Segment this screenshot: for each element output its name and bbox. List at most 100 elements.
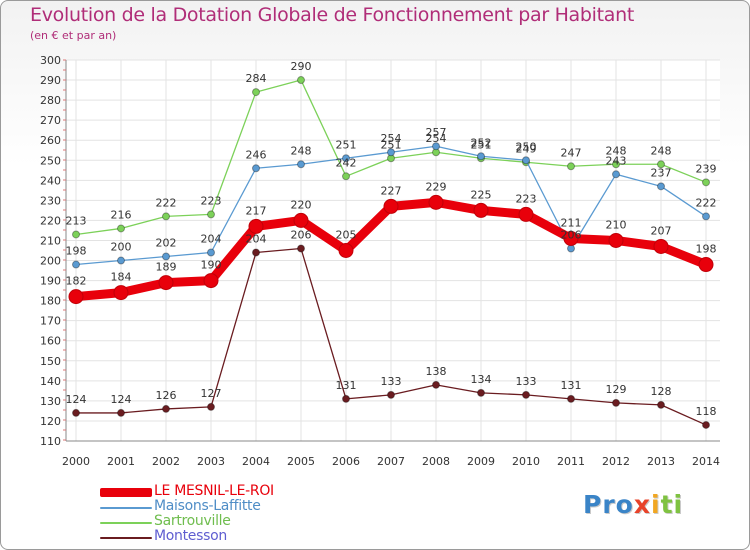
data-point (338, 243, 354, 258)
data-label: 131 (561, 379, 582, 392)
data-label: 216 (111, 208, 132, 221)
data-label: 126 (156, 389, 177, 402)
data-label: 225 (471, 188, 492, 201)
x-tick-label: 2011 (557, 455, 585, 468)
logo-letter: o (615, 490, 634, 519)
data-point (293, 212, 309, 228)
y-tick-label: 180 (40, 295, 61, 308)
data-label: 133 (381, 375, 402, 388)
legend-label: Montesson (154, 528, 227, 544)
data-point (612, 170, 620, 179)
data-label: 204 (246, 233, 267, 246)
y-tick-label: 260 (40, 134, 61, 147)
y-tick-label: 170 (40, 315, 61, 328)
data-label: 198 (66, 245, 87, 258)
y-tick-label: 270 (40, 114, 61, 127)
data-label: 250 (516, 140, 537, 153)
data-point (162, 252, 170, 261)
data-point (477, 388, 485, 397)
data-label: 248 (606, 144, 627, 157)
logo-letter: t (660, 490, 674, 519)
data-label: 220 (291, 198, 312, 211)
data-point (567, 244, 575, 253)
data-label: 206 (291, 228, 312, 241)
x-tick-label: 2004 (242, 455, 270, 468)
data-label: 190 (201, 259, 222, 272)
data-point (653, 238, 669, 254)
x-tick-label: 2007 (377, 455, 405, 468)
data-point (117, 256, 125, 265)
legend-swatch (100, 522, 152, 524)
logo-letter: x (633, 490, 651, 519)
proxiti-logo: Proxiti (583, 490, 683, 519)
data-label: 251 (471, 138, 492, 151)
legend-swatch (100, 488, 152, 497)
data-point (612, 160, 620, 169)
data-point (342, 394, 350, 403)
data-label: 206 (561, 228, 582, 241)
data-label: 129 (606, 383, 627, 396)
x-tick-label: 2001 (107, 455, 135, 468)
plot-area (66, 60, 720, 441)
data-point (612, 398, 620, 407)
data-label: 198 (696, 243, 717, 256)
data-point (522, 390, 530, 399)
data-label: 184 (111, 271, 132, 284)
data-point (698, 257, 714, 273)
y-tick-label: 290 (40, 74, 61, 87)
chart-subtitle: (en € et par an) (30, 29, 117, 42)
data-label: 131 (336, 379, 357, 392)
logo-letter: r (602, 490, 616, 519)
data-point (477, 152, 485, 161)
data-point (207, 402, 215, 411)
data-label: 229 (426, 180, 447, 193)
data-point (72, 230, 80, 239)
data-label: 249 (516, 142, 537, 155)
x-tick-label: 2008 (422, 455, 450, 468)
data-point (432, 142, 440, 151)
legend-label: LE MESNIL-LE-ROI (154, 483, 274, 499)
y-tick-label: 160 (40, 335, 61, 348)
data-point (252, 88, 260, 97)
y-tick-label: 130 (40, 395, 61, 408)
data-point (297, 160, 305, 169)
data-label: 242 (336, 156, 357, 169)
legend-label: Maisons-Laffitte (154, 498, 261, 514)
data-point (657, 160, 665, 169)
x-tick-label: 2006 (332, 455, 360, 468)
logo-letter: P (583, 490, 603, 519)
data-label: 213 (66, 214, 87, 227)
y-tick-label: 230 (40, 194, 61, 207)
data-label: 252 (471, 136, 492, 149)
legend-label: Sartrouville (154, 513, 231, 529)
data-label: 127 (201, 387, 222, 400)
legend-swatch (100, 537, 152, 539)
data-label: 222 (696, 196, 717, 209)
data-label: 248 (291, 144, 312, 157)
legend-swatch (100, 507, 152, 509)
data-point (432, 380, 440, 389)
data-label: 202 (156, 237, 177, 250)
data-label: 248 (651, 144, 672, 157)
data-point (387, 148, 395, 157)
data-point (428, 194, 444, 210)
y-tick-label: 120 (40, 415, 61, 428)
data-label: 239 (696, 162, 717, 175)
data-label: 210 (606, 218, 627, 231)
data-label: 182 (66, 275, 87, 288)
x-tick-label: 2013 (647, 455, 675, 468)
data-label: 247 (561, 146, 582, 159)
data-point (203, 273, 219, 289)
logo-letter: i (673, 490, 684, 519)
data-point (297, 244, 305, 253)
x-tick-label: 2012 (602, 455, 630, 468)
data-point (702, 420, 710, 429)
data-label: 128 (651, 385, 672, 398)
data-label: 204 (201, 233, 222, 246)
data-point (113, 285, 129, 301)
data-point (248, 218, 264, 234)
data-label: 207 (651, 224, 672, 237)
data-point (297, 76, 305, 85)
data-label: 205 (336, 229, 357, 242)
x-tick-label: 2005 (287, 455, 315, 468)
